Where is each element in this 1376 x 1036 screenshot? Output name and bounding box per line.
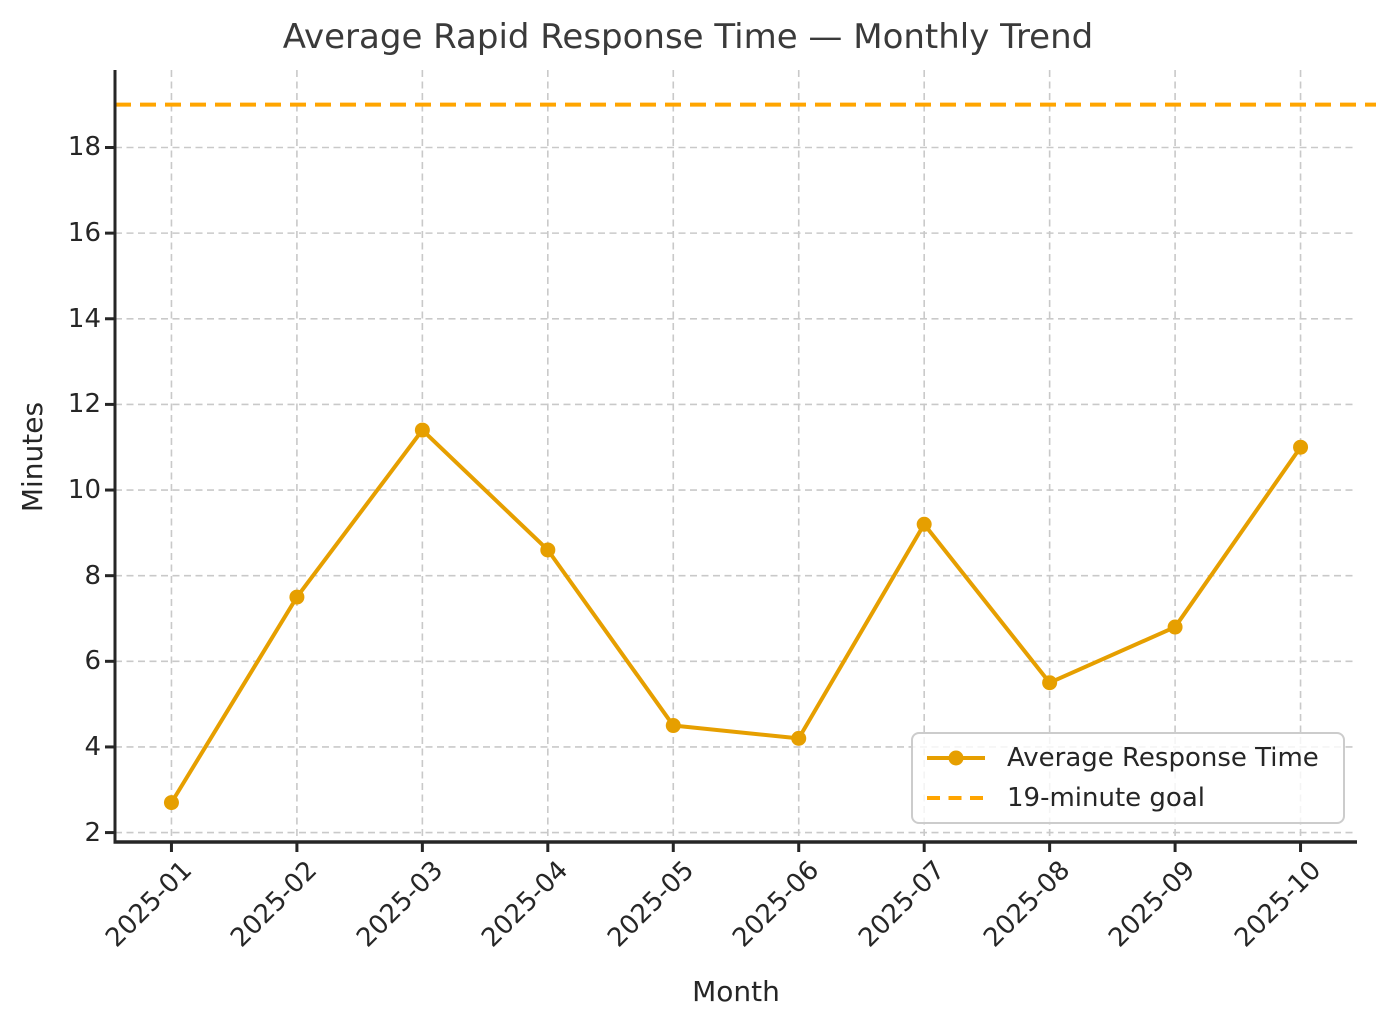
data-point-marker	[289, 589, 305, 605]
legend-item-goal: 19-minute goal	[925, 779, 1333, 817]
y-tick-label: 2	[84, 817, 101, 848]
data-point-marker	[540, 542, 556, 558]
y-tick-label: 8	[84, 560, 101, 591]
y-tick-label: 14	[67, 303, 101, 334]
legend-label-average-response-time: Average Response Time	[1007, 742, 1319, 773]
y-tick-label: 12	[67, 389, 101, 420]
y-tick-label: 6	[84, 646, 101, 677]
series-line	[169, 428, 1303, 805]
data-point-marker	[163, 795, 179, 811]
legend-item-average-response-time: Average Response Time	[925, 739, 1333, 777]
x-axis-label: Month	[692, 975, 780, 1008]
data-point-marker	[1293, 439, 1309, 455]
line-marker-sample-icon	[927, 750, 985, 766]
y-tick-label: 16	[67, 218, 101, 249]
chart-title: Average Rapid Response Time — Monthly Tr…	[282, 17, 1094, 57]
y-tick-label: 4	[84, 731, 101, 762]
legend: Average Response Time 19-minute goal	[911, 732, 1345, 824]
data-point-marker	[665, 718, 681, 734]
data-point-marker	[1042, 675, 1058, 691]
legend-label-goal: 19-minute goal	[1007, 783, 1205, 814]
y-tick-label: 18	[67, 132, 101, 163]
data-point-marker	[791, 730, 807, 746]
y-tick-label: 10	[67, 475, 101, 506]
data-point-marker	[414, 422, 430, 438]
data-point-marker	[1167, 619, 1183, 635]
data-point-marker	[916, 516, 932, 532]
dashed-line-sample-icon	[927, 796, 985, 801]
